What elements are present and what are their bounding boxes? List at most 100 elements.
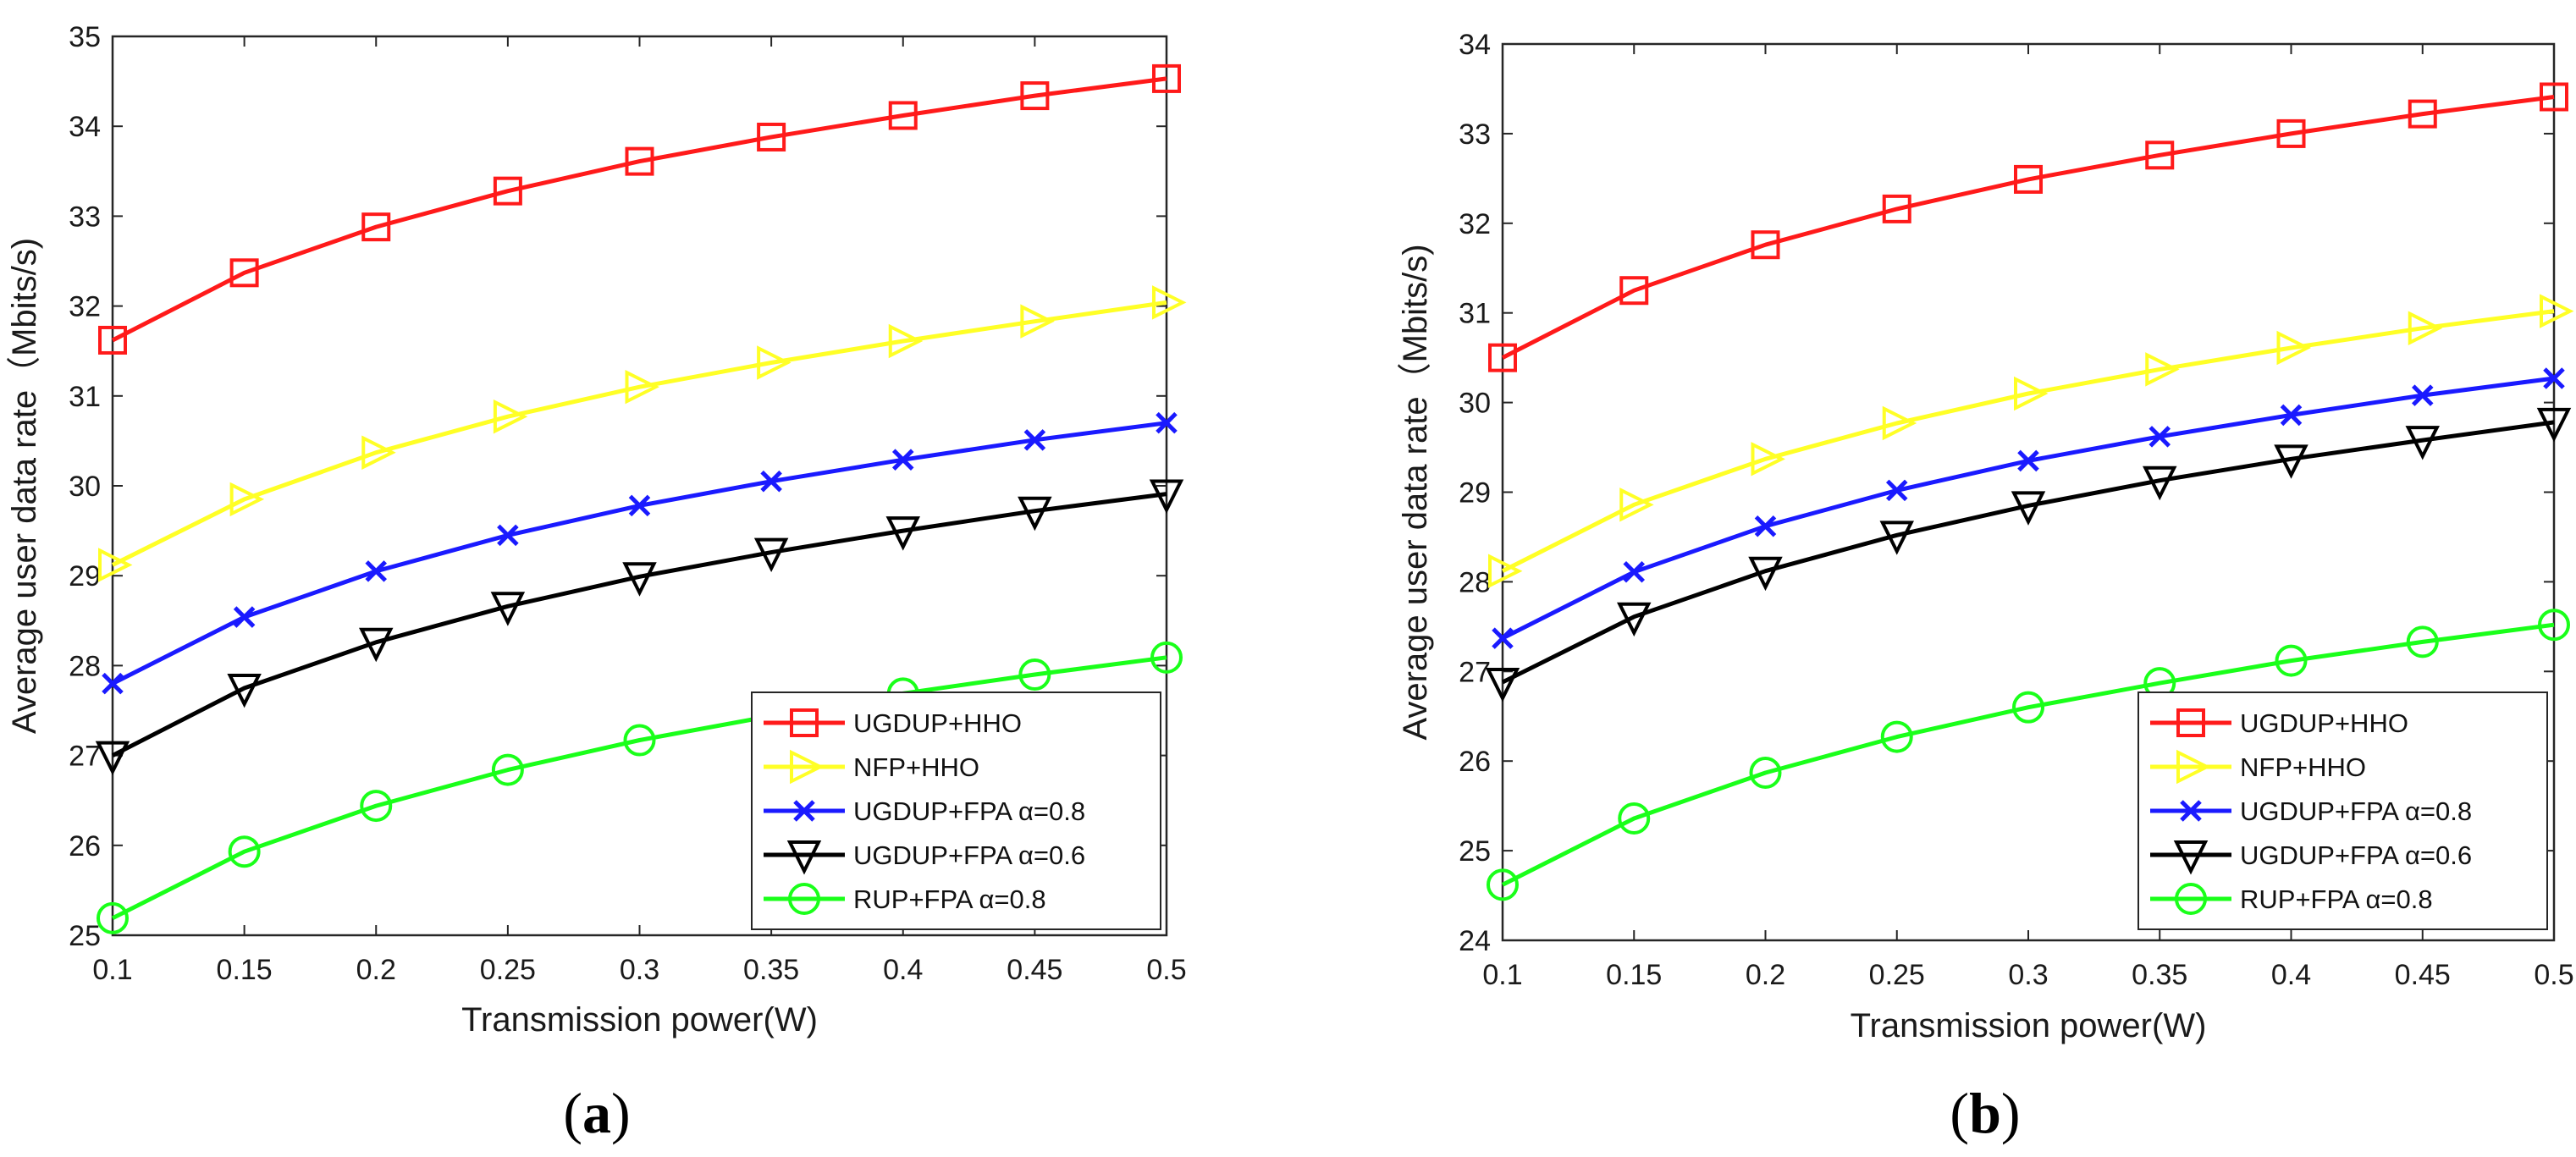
chart-a-series-4-point (1018, 658, 1051, 691)
chart-b-ytick-label: 25 (1459, 835, 1491, 868)
chart-b-series-0-point (2145, 140, 2175, 170)
chart-b-legend-marker-2 (2180, 800, 2202, 822)
chart-a-legend-label-3: UGDUP+FPA α=0.6 (853, 840, 1085, 870)
chart-b-legend-label-3: UGDUP+FPA α=0.6 (2240, 840, 2472, 870)
chart-b-ytick-label: 28 (1459, 566, 1491, 598)
chart-a-series-3-point (1149, 479, 1184, 515)
chart-a-xtick-label: 0.45 (1007, 954, 1062, 986)
chart-b-series-4-point (2406, 625, 2439, 658)
chart-b-xtick-label: 0.25 (1869, 959, 1925, 991)
chart-a-series-4-point (1150, 641, 1183, 674)
chart-b-ytick-label: 29 (1459, 477, 1491, 510)
chart-a-series-3-point (753, 537, 789, 573)
caption-a-letter: a (582, 1081, 611, 1145)
chart-b-series-1-point (2540, 294, 2574, 328)
caption-a: (a) (563, 1081, 630, 1145)
chart-a-legend: UGDUP+HHO NFP+HHO UGDUP+FPA α=0.8 UGDUP+FPA… (751, 691, 1161, 930)
chart-a-ytick-label: 32 (69, 291, 101, 323)
chart-b-series-1-point (1619, 488, 1654, 522)
chart-b-series-1-point (2014, 376, 2049, 411)
chart-b-series-4-point (1880, 720, 1913, 753)
chart-b-ytick-label: 30 (1459, 388, 1491, 420)
chart-b-series-2-point (1885, 479, 1908, 502)
chart-a-series-4-point (491, 753, 524, 786)
chart-b-legend-marker-3 (2173, 840, 2209, 875)
chart-b-legend-marker-4 (2175, 883, 2207, 915)
chart-a-ytick-label: 31 (69, 381, 101, 413)
chart-a-ytick-label: 30 (69, 471, 101, 503)
chart-a-series-0-point (625, 146, 654, 176)
chart-a-ytick-label: 34 (69, 111, 101, 143)
caption-b: (b) (1950, 1081, 2020, 1145)
chart-b-ytick-label: 24 (1459, 925, 1491, 957)
chart-a-ytick-label: 29 (69, 560, 101, 592)
chart-a-series-0-point (98, 325, 127, 355)
chart-a-series-0-line (111, 76, 1167, 343)
chart-b-series-2-point (2149, 426, 2171, 448)
chart-b-series-0-point (2408, 99, 2437, 129)
chart-b-xtick-label: 0.1 (1482, 959, 1522, 991)
chart-a-series-4-point (360, 790, 393, 823)
chart-b-series-2-point (1623, 560, 1646, 583)
chart-a-series-0-point (361, 212, 391, 242)
chart-b-ytick-label: 31 (1459, 298, 1491, 330)
chart-b-ytick-label: 32 (1459, 208, 1491, 240)
chart-b-xtick-label: 0.3 (2008, 959, 2048, 991)
caption-a-open: ( (563, 1081, 582, 1145)
chart-b-series-3-point (1748, 556, 1783, 592)
chart-b-series-2-point (2280, 404, 2303, 427)
chart-b-series-3-point (2143, 466, 2177, 501)
chart-b-series-0-point (1882, 194, 1911, 223)
chart-b-series-2-line (1501, 376, 2555, 641)
chart-b-legend-label-2: UGDUP+FPA α=0.8 (2240, 796, 2472, 826)
chart-b-series-0-point (1619, 276, 1649, 306)
chart-a-series-2-point (365, 560, 388, 582)
chart-a-legend-label-2: UGDUP+FPA α=0.8 (853, 796, 1085, 826)
chart-a-series-1-point (1152, 285, 1187, 320)
chart-b-series-2-point (1492, 627, 1514, 649)
chart-a-series-2-point (760, 470, 782, 493)
chart-a-xlabel: Transmission power(W) (461, 1001, 818, 1039)
chart-a-xtick-label: 0.4 (883, 954, 923, 986)
chart-b-xtick-label: 0.15 (1606, 959, 1662, 991)
chart-b-series-3-point (1879, 521, 1914, 555)
chart-a-xtick-label: 0.1 (92, 954, 132, 986)
chart-b-xtick-label: 0.5 (2534, 959, 2573, 991)
chart-b-xtick-label: 0.4 (2271, 959, 2311, 991)
chart-b-series-1-point (1488, 554, 1523, 588)
chart-b-series-4-line (1501, 622, 2555, 887)
chart-b-series-4-point (1749, 756, 1782, 789)
chart-a-ytick-label: 33 (69, 201, 101, 233)
chart-panel-a: 0.1 0.15 0.2 0.25 0.3 0.35 0.4 0.45 0.5 25 26 27 28 2… (6, 21, 1187, 1039)
chart-b-series-3-line (1501, 420, 2555, 685)
chart-b-series-0-point (1751, 230, 1780, 260)
chart-a-series-1-point (361, 435, 396, 470)
chart-a-ytick-label: 28 (69, 650, 101, 682)
chart-a-series-1-point (1020, 304, 1055, 339)
chart-b-xtick-label: 0.45 (2395, 959, 2451, 991)
chart-b-series-4-point (2275, 644, 2308, 677)
chart-b-series-3-point (2274, 444, 2308, 479)
chart-b-series-3-point (2011, 491, 2046, 526)
chart-a-ytick-label: 26 (69, 830, 101, 862)
chart-a-legend-label-4: RUP+FPA α=0.8 (853, 884, 1046, 914)
chart-a-series-4-point (623, 724, 656, 757)
chart-a-series-2-point (233, 606, 256, 628)
chart-a-xtick-label: 0.15 (217, 954, 273, 986)
chart-a-series-3-point (490, 592, 526, 626)
chart-b-series-1-point (2276, 330, 2311, 366)
chart-a-series-4-line (111, 655, 1167, 921)
chart-b-series-1-point (2408, 311, 2443, 345)
chart-b-series-2-point (1754, 515, 1777, 537)
chart-b-series-0-point (2276, 118, 2306, 148)
chart-a-series-1-point (757, 345, 792, 380)
chart-b-series-4-point (1487, 868, 1519, 901)
chart-a-series-3-point (227, 673, 262, 708)
chart-b-series-0-point (2540, 82, 2568, 112)
chart-a-series-2-point (628, 494, 651, 517)
chart-b-ylabel: Average user data rate（Mbits/s) (1397, 244, 1434, 740)
chart-panel-b: 0.1 0.15 0.2 0.25 0.3 0.35 0.4 0.45 0.5 24 25 26 27 2… (1397, 29, 2574, 1044)
chart-a-series-2-point (891, 449, 914, 471)
chart-b-xtick-label: 0.35 (2132, 959, 2187, 991)
